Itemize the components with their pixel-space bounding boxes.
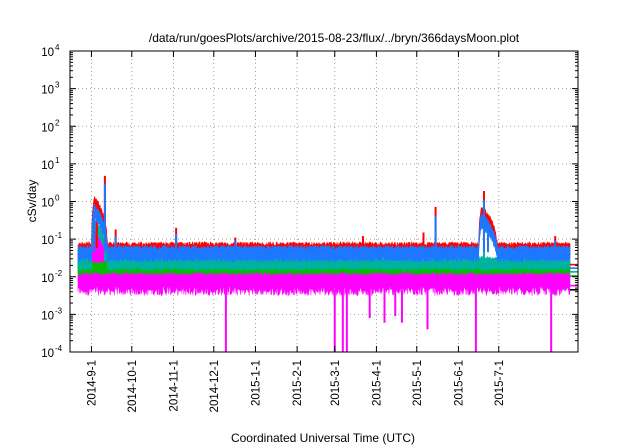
series-blue (77, 183, 571, 263)
y-tick-exponent: 3 (55, 81, 60, 90)
x-tick-label: 2015-3-1 (330, 360, 342, 406)
x-tick-label: 2015-6-1 (453, 360, 465, 406)
chart-title: /data/run/goesPlots/archive/2015-08-23/f… (149, 31, 520, 45)
y-tick-label: 10 (41, 348, 54, 360)
x-tick-label: 2014-9-1 (86, 360, 98, 406)
y-tick-exponent: 0 (55, 194, 60, 203)
y-tick-exponent: 1 (55, 156, 60, 165)
y-tick-label: 10 (41, 47, 54, 59)
y-tick-label: 10 (41, 122, 54, 134)
y-tick-label: 10 (41, 85, 54, 97)
y-tick-label: 10 (41, 273, 54, 285)
x-tick-label: 2015-4-1 (371, 360, 383, 406)
x-tick-label: 2015-1-1 (250, 360, 262, 406)
x-tick-label: 2014-12-1 (209, 360, 221, 412)
x-tick-label: 2014-10-1 (127, 360, 139, 412)
y-tick-exponent: -1 (55, 231, 63, 240)
y-tick-exponent: -4 (55, 344, 63, 353)
right-edge-markers (570, 263, 578, 291)
y-tick-label: 10 (41, 160, 54, 172)
x-axis-ticks: 2014-9-1 2014-10-1 2014-11-1 2014-12-1 2015-… (86, 51, 506, 412)
y-tick-exponent: 4 (55, 43, 60, 52)
series-layer (77, 175, 571, 352)
x-axis-label: Coordinated Universal Time (UTC) (231, 431, 415, 445)
y-tick-exponent: 2 (55, 118, 60, 127)
y-tick-label: 10 (41, 198, 54, 210)
x-tick-label: 2015-2-1 (292, 360, 304, 406)
y-tick-exponent: -2 (55, 269, 63, 278)
x-tick-label: 2015-5-1 (412, 360, 424, 406)
y-tick-label: 10 (41, 310, 54, 322)
grid-layer (70, 51, 578, 352)
y-tick-label: 10 (41, 235, 54, 247)
x-tick-label: 2014-11-1 (168, 360, 180, 412)
y-tick-exponent: -3 (55, 306, 63, 315)
series-blue-band (77, 203, 571, 263)
x-tick-label: 2015-7-1 (494, 360, 506, 406)
y-axis-label: cSv/day (25, 180, 39, 223)
